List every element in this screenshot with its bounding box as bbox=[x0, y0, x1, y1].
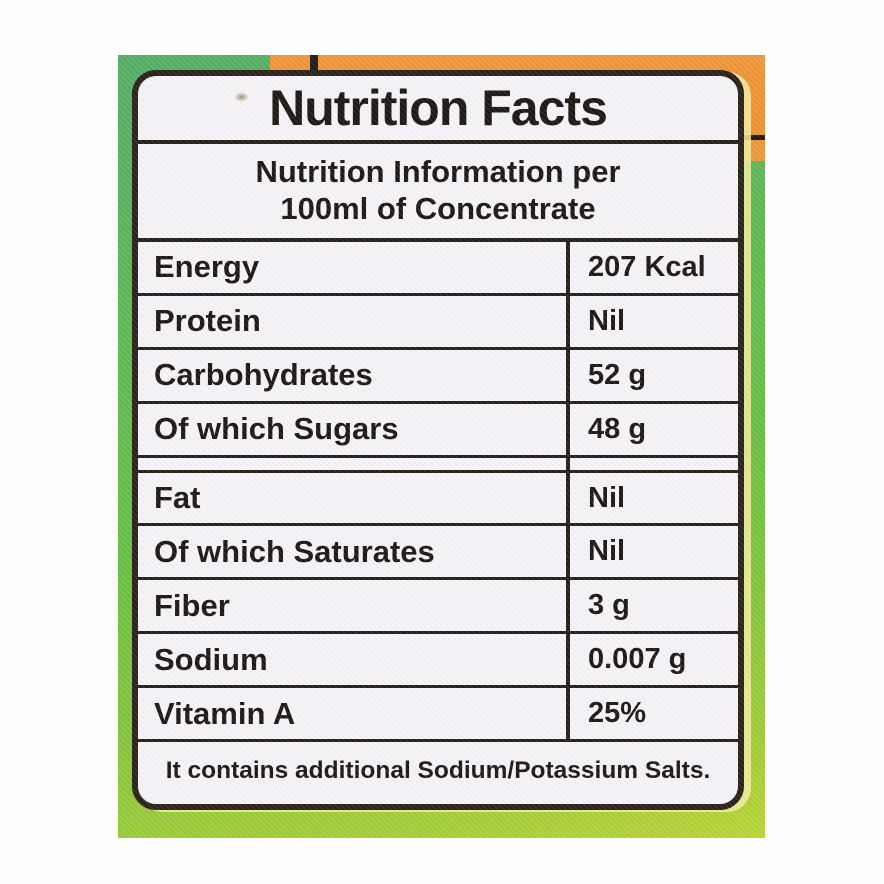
package-photo: Nutrition Facts Nutrition Information pe… bbox=[118, 55, 765, 838]
nutrient-name: Of which Saturates bbox=[154, 533, 435, 569]
label-title: Nutrition Facts bbox=[138, 76, 738, 144]
nutrient-row-vitamin-a: Vitamin A 25% bbox=[138, 688, 738, 743]
nutrient-row-fiber: Fiber 3 g bbox=[138, 580, 738, 635]
separator-cell bbox=[138, 458, 566, 470]
nutrient-value: 0.007 g bbox=[566, 634, 738, 686]
nutrition-facts-label: Nutrition Facts Nutrition Information pe… bbox=[132, 70, 744, 810]
nutrient-value: Nil bbox=[566, 295, 738, 347]
nutrient-name: Sodium bbox=[154, 641, 268, 677]
nutrient-name: Energy bbox=[154, 249, 260, 285]
nutrient-row-protein: Protein Nil bbox=[138, 295, 738, 350]
nutrient-row-saturates: Of which Saturates Nil bbox=[138, 526, 738, 581]
nutrient-name: Of which Sugars bbox=[154, 411, 399, 447]
nutrient-row-sodium: Sodium 0.007 g bbox=[138, 634, 738, 689]
label-subtitle: Nutrition Information per 100ml of Conce… bbox=[138, 144, 738, 242]
nutrient-name: Fiber bbox=[154, 587, 230, 623]
label-subtitle-line1: Nutrition Information per bbox=[255, 154, 621, 189]
nutrient-name: Protein bbox=[154, 303, 261, 339]
nutrient-row-fat: Fat Nil bbox=[138, 472, 738, 527]
nutrient-value: 25% bbox=[566, 688, 738, 740]
nutrient-value: 3 g bbox=[566, 580, 738, 632]
separator-row bbox=[138, 457, 738, 473]
label-footnote: It contains additional Sodium/Potassium … bbox=[165, 757, 711, 784]
nutrient-table: Energy 207 Kcal Protein Nil Carbohydrate… bbox=[138, 242, 738, 743]
nutrient-name: Fat bbox=[154, 480, 201, 515]
nutrient-row-energy: Energy 207 Kcal bbox=[138, 242, 738, 296]
nutrient-value: Nil bbox=[566, 472, 738, 524]
nutrient-row-carbohydrates: Carbohydrates 52 g bbox=[138, 349, 738, 404]
separator-cell bbox=[566, 457, 738, 470]
nutrient-value: 52 g bbox=[566, 349, 738, 401]
label-subtitle-line2: 100ml of Concentrate bbox=[280, 191, 596, 226]
nutrient-row-sugars: Of which Sugars 48 g bbox=[138, 403, 738, 458]
nutrient-value: 207 Kcal bbox=[566, 242, 738, 293]
nutrient-name: Carbohydrates bbox=[154, 357, 373, 393]
nutrient-name: Vitamin A bbox=[154, 695, 296, 731]
nutrient-value: Nil bbox=[566, 526, 738, 578]
nutrient-value: 48 g bbox=[566, 403, 738, 455]
